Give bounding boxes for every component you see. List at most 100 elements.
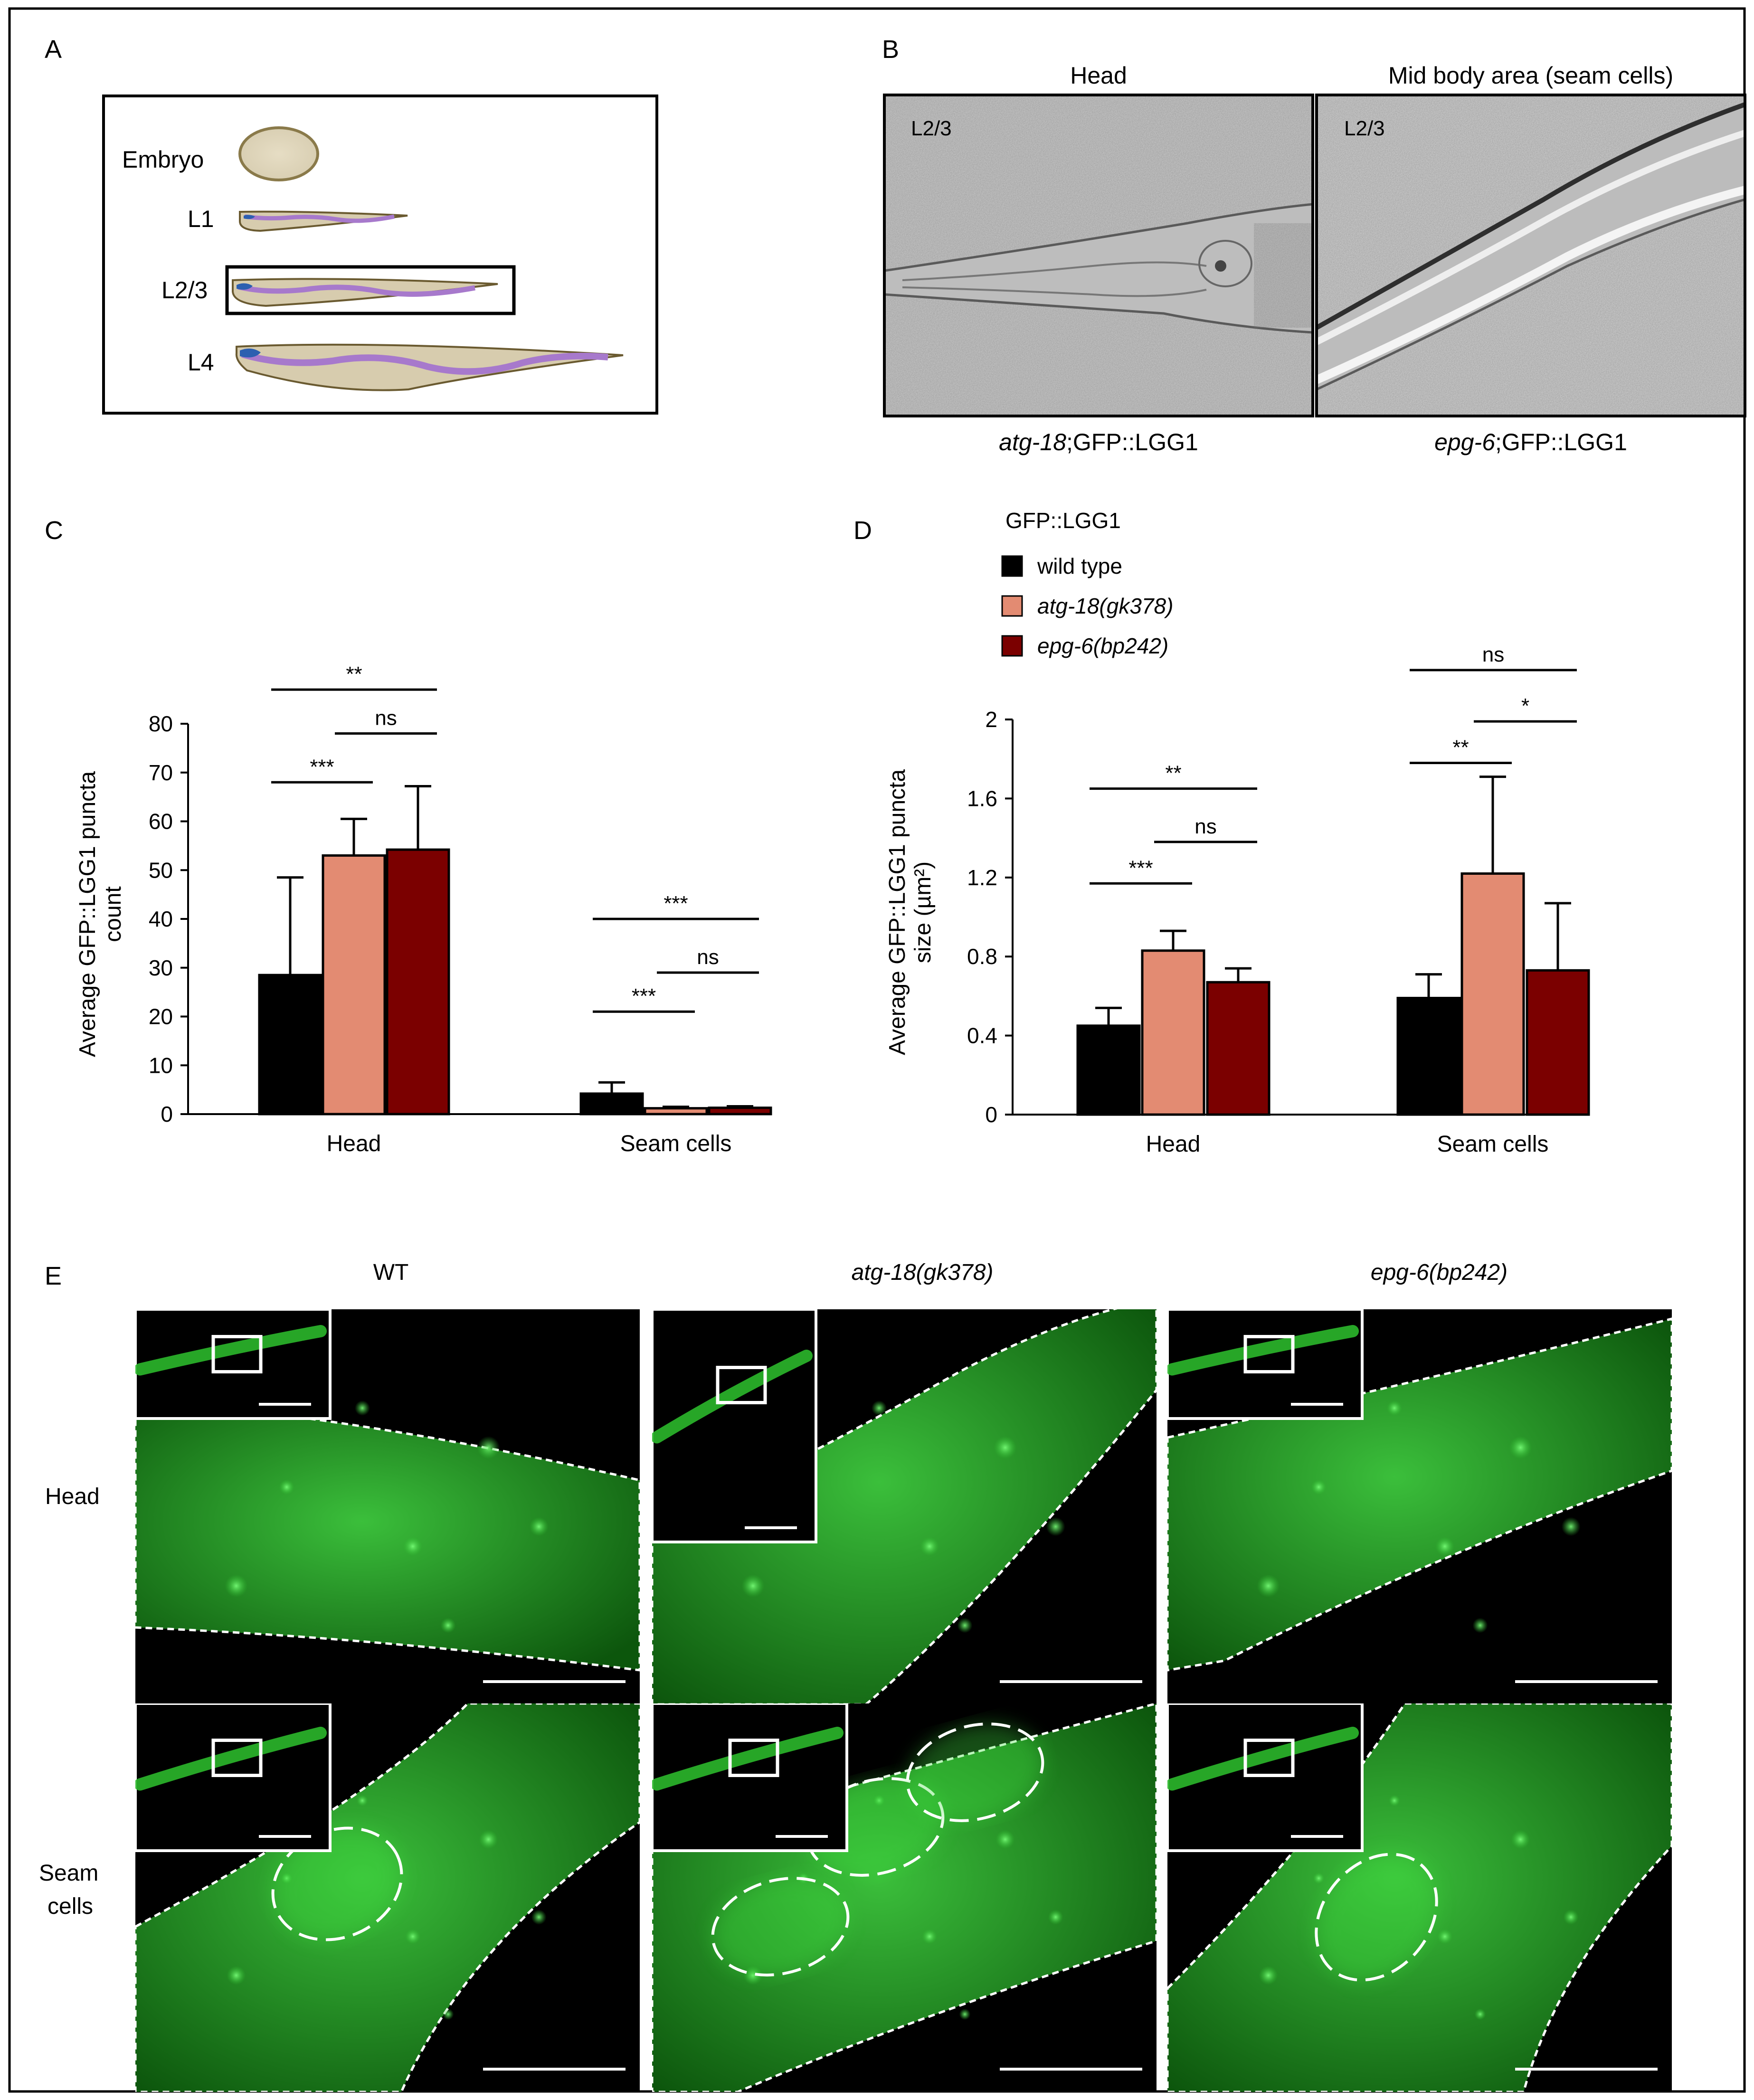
chart-c-bar bbox=[644, 1107, 708, 1116]
chart-d-y-tick-label: 1.6 bbox=[967, 786, 997, 811]
fluorescence-wt-head-inset bbox=[135, 1309, 332, 1420]
brightfield-head-image bbox=[884, 95, 1313, 416]
chart-c-y-label: Average GFP::LGG1 punctacount bbox=[75, 771, 126, 1057]
fluorescence-atg18-seam-inset bbox=[652, 1703, 848, 1852]
fluorescence-epg6-head bbox=[1167, 1309, 1672, 1704]
panel-a: A Embryo L1 L2/3 L4 bbox=[45, 35, 658, 415]
chart-d-x-tick-label: Head bbox=[1146, 1132, 1201, 1157]
chart-c-significance-label: ** bbox=[346, 662, 362, 686]
fluorescence-epg6-head-inset bbox=[1167, 1309, 1364, 1420]
brightfield-head-frame bbox=[883, 94, 1314, 417]
stage-label-embryo: Embryo bbox=[122, 146, 204, 173]
fluorescence-wt-seam bbox=[135, 1703, 640, 2092]
panel-a-label: A bbox=[45, 35, 62, 64]
chart-c-significance-label: ns bbox=[375, 707, 397, 730]
chart-c-bar bbox=[708, 1107, 772, 1116]
chart-d-y-tick-label: 0.8 bbox=[967, 944, 997, 969]
panel-b-caption-midbody: epg-6;GFP::LGG1 bbox=[1434, 429, 1627, 455]
fluorescence-wt-head bbox=[135, 1309, 640, 1704]
fluorescence-atg18-seam bbox=[652, 1703, 1157, 2092]
worm-l4-illustration bbox=[235, 343, 624, 391]
chart-d-y-tick-label: 0.4 bbox=[967, 1023, 997, 1048]
stage-label-l23: L2/3 bbox=[161, 277, 208, 303]
chart-c-y-tick-label: 10 bbox=[149, 1053, 173, 1078]
panel-b-title-head: Head bbox=[1070, 62, 1127, 89]
fluorescence-wt-seam-inset bbox=[135, 1703, 332, 1852]
chart-d-x-tick-label: Seam cells bbox=[1437, 1132, 1549, 1157]
chart-c-y-tick-label: 30 bbox=[149, 955, 173, 980]
legend-swatch-wild-type bbox=[1001, 555, 1023, 577]
column-title-atg18: atg-18(gk378) bbox=[852, 1260, 994, 1285]
panel-b-caption-head: atg-18;GFP::LGG1 bbox=[999, 429, 1198, 455]
chart-d-significance-label: ** bbox=[1452, 736, 1469, 759]
brightfield-midbody-image bbox=[1317, 95, 1745, 416]
stage-label-l1: L1 bbox=[188, 206, 214, 232]
chart-c-bar bbox=[386, 848, 450, 1116]
legend-title: GFP::LGG1 bbox=[1005, 508, 1121, 533]
chart-d-bar bbox=[1460, 872, 1525, 1116]
chart-c-bar bbox=[258, 974, 322, 1116]
stage-label-l4: L4 bbox=[188, 349, 214, 376]
chart-d-bar bbox=[1206, 981, 1270, 1116]
panel-d-label: D bbox=[853, 516, 872, 545]
chart-d-y-tick-label: 0 bbox=[985, 1102, 997, 1127]
chart-d-significance-label: ** bbox=[1165, 762, 1181, 785]
chart-c-y-tick-label: 80 bbox=[149, 711, 173, 736]
legend-swatch-epg6 bbox=[1001, 635, 1023, 657]
panel-c-label: C bbox=[45, 516, 63, 545]
panel-e: E WT atg-18(gk378) epg-6(bp242) Head Sea… bbox=[39, 1260, 1672, 2092]
fluorescence-epg6-seam bbox=[1167, 1703, 1672, 2092]
legend-label-wild-type: wild type bbox=[1037, 554, 1122, 578]
chart-d-significance-label: ns bbox=[1482, 643, 1504, 666]
fluorescence-atg18-head bbox=[652, 1309, 1157, 1704]
legend: GFP::LGG1 wild type atg-18(gk378) epg-6(… bbox=[1001, 508, 1173, 658]
panel-b-label: B bbox=[882, 35, 899, 64]
worm-l1-illustration bbox=[239, 210, 408, 232]
panel-b-title-midbody: Mid body area (seam cells) bbox=[1388, 62, 1673, 89]
legend-swatch-atg18 bbox=[1001, 595, 1023, 617]
chart-c-y-tick-label: 50 bbox=[149, 858, 173, 882]
panel-b-stage-head: L2/3 bbox=[911, 117, 952, 140]
row-title-cells: cells bbox=[47, 1894, 93, 1919]
embryo-illustration bbox=[238, 126, 319, 181]
panel-a-frame bbox=[102, 95, 658, 415]
chart-c-y-tick-label: 70 bbox=[149, 760, 173, 785]
l23-highlight-box bbox=[225, 265, 516, 315]
chart-d-y-tick-label: 1.2 bbox=[967, 865, 997, 890]
column-title-epg6: epg-6(bp242) bbox=[1371, 1260, 1507, 1285]
brightfield-midbody-frame bbox=[1315, 94, 1746, 417]
chart-c-y-tick-label: 60 bbox=[149, 809, 173, 834]
chart-c-significance-label: *** bbox=[310, 755, 334, 778]
panel-e-label: E bbox=[45, 1262, 62, 1290]
chart-d-bar bbox=[1141, 949, 1205, 1116]
worm-l23-illustration bbox=[232, 278, 498, 307]
chart-d-bar bbox=[1396, 997, 1461, 1116]
chart-c-x-tick-label: Seam cells bbox=[620, 1131, 732, 1156]
chart-c-y-tick-label: 0 bbox=[161, 1102, 173, 1126]
fluorescence-atg18-head-inset bbox=[652, 1309, 817, 1543]
chart-d-significance-label: *** bbox=[1128, 856, 1153, 880]
legend-label-epg6: epg-6(bp242) bbox=[1037, 634, 1168, 658]
chart-d-significance-label: * bbox=[1521, 694, 1529, 718]
chart-c-x-tick-label: Head bbox=[327, 1131, 381, 1156]
chart-c-y-tick-label: 40 bbox=[149, 907, 173, 931]
chart-d-bar bbox=[1526, 969, 1590, 1116]
row-title-seam: Seam bbox=[39, 1861, 98, 1886]
chart-d-significance-label: ns bbox=[1195, 815, 1216, 838]
chart-c-bar bbox=[579, 1092, 644, 1116]
legend-label-atg18: atg-18(gk378) bbox=[1037, 594, 1173, 618]
row-title-head: Head bbox=[45, 1484, 100, 1509]
chart-c-y-tick-label: 20 bbox=[149, 1004, 173, 1029]
chart-c-bar bbox=[322, 854, 386, 1116]
chart-c-significance-label: *** bbox=[664, 892, 688, 915]
chart-d-y-tick-label: 2 bbox=[985, 707, 997, 732]
chart-d-bar bbox=[1076, 1024, 1141, 1116]
fluorescence-epg6-seam-inset bbox=[1167, 1703, 1364, 1852]
column-title-wt: WT bbox=[373, 1260, 409, 1285]
chart-c-significance-label: ns bbox=[697, 946, 719, 969]
chart-d-y-label: Average GFP::LGG1 punctasize (µm²) bbox=[885, 769, 936, 1055]
